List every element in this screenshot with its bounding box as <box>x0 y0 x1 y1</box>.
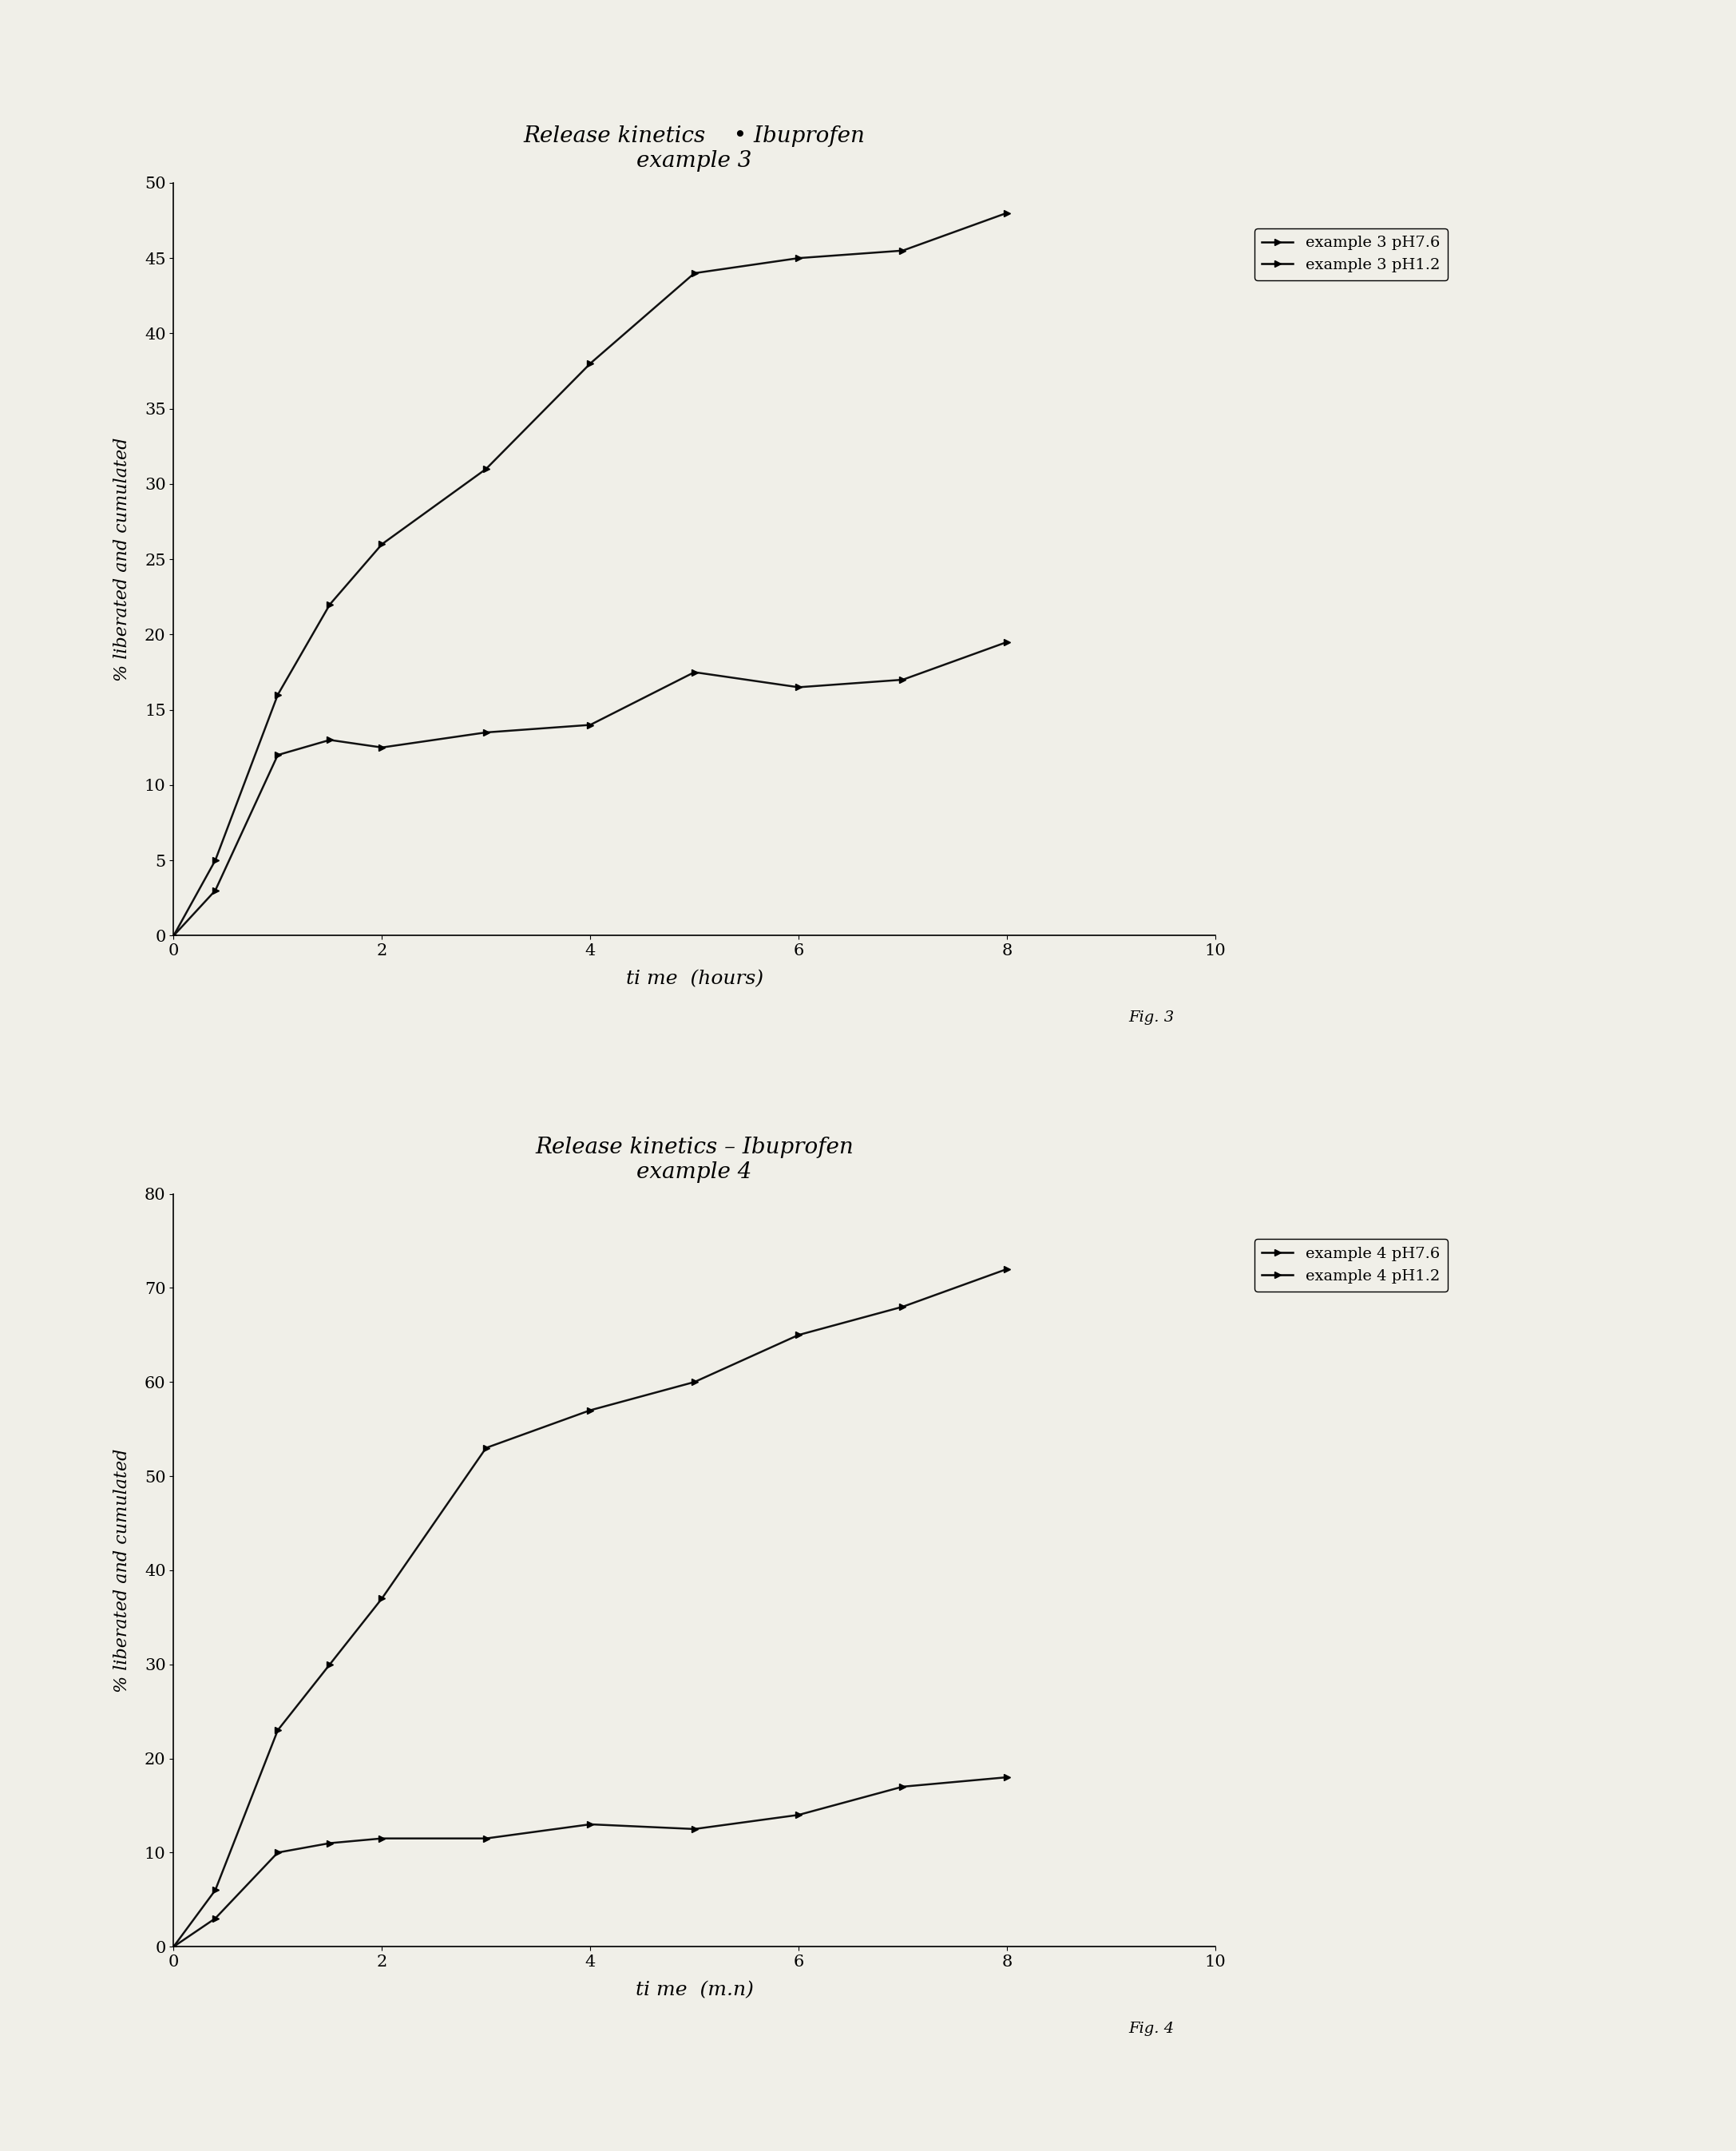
Legend: example 3 pH7.6, example 3 pH1.2: example 3 pH7.6, example 3 pH1.2 <box>1253 228 1448 280</box>
Legend: example 4 pH7.6, example 4 pH1.2: example 4 pH7.6, example 4 pH1.2 <box>1253 1239 1448 1291</box>
Text: Fig. 4: Fig. 4 <box>1128 2022 1174 2035</box>
Text: Fig. 3: Fig. 3 <box>1128 1011 1174 1024</box>
X-axis label: ti me  (m.n): ti me (m.n) <box>635 1981 753 1998</box>
Title: Release kinetics    • Ibuprofen
example 3: Release kinetics • Ibuprofen example 3 <box>524 125 865 172</box>
Title: Release kinetics – Ibuprofen
example 4: Release kinetics – Ibuprofen example 4 <box>535 1136 854 1183</box>
Y-axis label: % liberated and cumulated: % liberated and cumulated <box>113 437 132 682</box>
Y-axis label: % liberated and cumulated: % liberated and cumulated <box>113 1448 132 1693</box>
X-axis label: ti me  (hours): ti me (hours) <box>625 970 764 987</box>
